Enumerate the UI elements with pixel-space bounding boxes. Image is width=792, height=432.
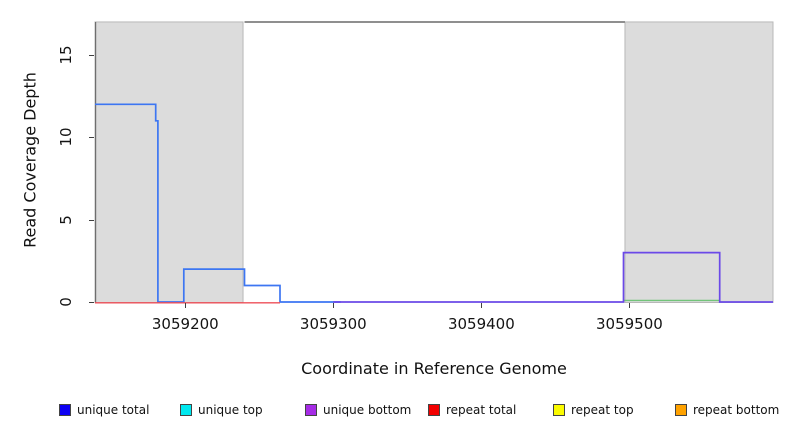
x-tick [185,303,187,308]
repeat-region-left [94,21,244,304]
x-tick-label: 3059300 [299,315,367,333]
legend-label: unique top [198,403,263,417]
y-tick-label: 10 [57,127,75,147]
legend-item-repeat-bottom: repeat bottom [675,399,779,421]
y-tick [89,137,94,139]
legend: unique total unique top unique bottom repea… [0,399,792,421]
series-unique-total [95,103,341,303]
legend-label: unique total [77,403,150,417]
legend-label: repeat top [571,403,634,417]
x-axis-title: Coordinate in Reference Genome [301,359,567,378]
legend-swatch-icon [553,404,565,416]
x-tick [629,303,631,308]
legend-swatch-icon [428,404,440,416]
legend-label: repeat total [446,403,517,417]
y-tick-label: 0 [57,297,75,307]
y-axis-title: Read Coverage Depth [20,72,40,248]
series-unique-bottom [333,251,773,303]
x-tick-label: 3059200 [151,315,219,333]
plot-canvas [94,20,774,304]
legend-swatch-icon [59,404,71,416]
legend-item-repeat-total: repeat total [428,399,516,421]
x-tick [481,303,483,308]
legend-item-unique-top: unique top [180,399,263,421]
legend-item-unique-total: unique total [59,399,149,421]
legend-swatch-icon [180,404,192,416]
y-tick [89,54,94,56]
y-tick [89,219,94,221]
repeat-region-right [624,21,774,304]
legend-swatch-icon [675,404,687,416]
legend-label: repeat bottom [693,403,780,417]
x-tick-label: 3059500 [595,315,663,333]
x-tick [333,303,335,308]
legend-label: unique bottom [323,403,412,417]
plot-area [94,18,774,304]
legend-item-unique-bottom: unique bottom [305,399,411,421]
y-tick-label: 15 [57,45,75,65]
legend-swatch-icon [305,404,317,416]
y-tick [89,302,94,303]
x-tick-label: 3059400 [447,315,515,333]
y-tick-label: 5 [57,214,75,225]
legend-item-repeat-top: repeat top [553,399,634,421]
